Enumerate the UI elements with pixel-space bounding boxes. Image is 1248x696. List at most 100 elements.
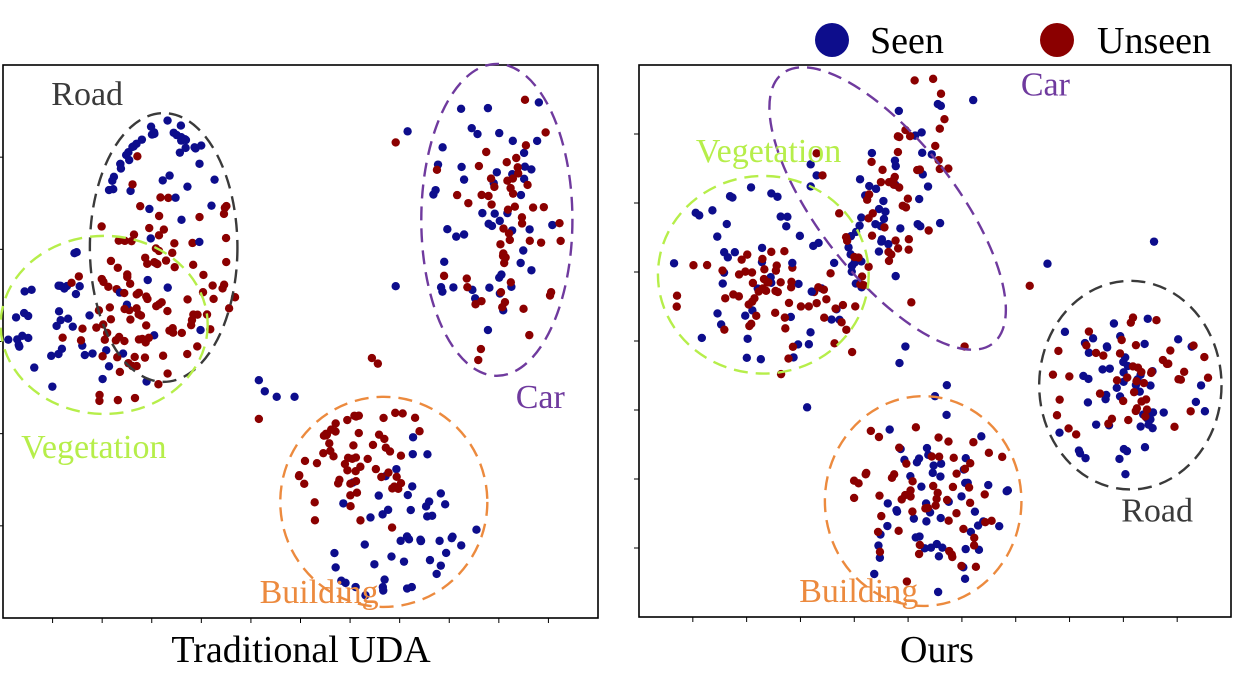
point-seen	[495, 216, 504, 226]
point-seen	[969, 95, 978, 105]
point-unseen	[887, 473, 897, 483]
point-unseen	[931, 501, 940, 510]
point-unseen	[97, 274, 106, 284]
point-seen	[942, 380, 952, 390]
point-unseen	[385, 447, 395, 456]
point-unseen	[874, 432, 884, 442]
point-seen	[809, 241, 818, 251]
point-unseen	[894, 443, 904, 452]
point-seen	[912, 458, 922, 467]
point-unseen	[884, 256, 894, 266]
point-unseen	[849, 493, 859, 503]
cluster-label-vegetation: Vegetation	[696, 133, 841, 170]
point-unseen	[747, 319, 756, 329]
point-unseen	[352, 488, 362, 497]
point-unseen	[520, 95, 530, 105]
point-unseen	[788, 342, 798, 352]
point-seen	[126, 186, 135, 196]
point-unseen	[812, 149, 821, 158]
point-seen	[881, 207, 890, 216]
point-seen	[922, 443, 932, 453]
point-unseen	[838, 300, 848, 310]
point-unseen	[368, 440, 378, 450]
point-unseen	[1166, 346, 1175, 355]
point-seen	[723, 253, 733, 262]
point-unseen	[254, 414, 264, 424]
point-seen	[722, 219, 731, 229]
point-unseen	[1118, 396, 1128, 406]
point-seen	[383, 505, 393, 515]
point-seen	[472, 525, 481, 534]
point-unseen	[851, 302, 860, 311]
point-unseen	[875, 547, 885, 557]
point-unseen	[935, 124, 944, 133]
point-seen	[403, 127, 412, 136]
point-unseen	[556, 236, 565, 246]
point-unseen	[127, 236, 136, 246]
point-unseen	[944, 164, 953, 173]
point-unseen	[1189, 341, 1198, 350]
point-unseen	[891, 236, 900, 245]
point-seen	[54, 307, 64, 316]
point-seen	[399, 557, 409, 566]
point-unseen	[367, 353, 377, 363]
point-unseen	[113, 395, 123, 405]
point-unseen	[168, 248, 177, 258]
point-seen	[916, 222, 925, 231]
point-unseen	[106, 315, 116, 324]
point-seen	[1002, 487, 1011, 496]
point-seen	[473, 129, 482, 139]
point-seen	[896, 224, 905, 233]
point-unseen	[767, 247, 776, 257]
point-unseen	[356, 516, 365, 525]
point-unseen	[1164, 359, 1173, 368]
point-unseen	[128, 180, 137, 189]
point-unseen	[462, 274, 471, 283]
point-seen	[452, 232, 461, 241]
point-seen	[933, 587, 943, 597]
point-seen	[492, 168, 502, 177]
point-unseen	[482, 147, 491, 157]
plot-frame	[2, 64, 599, 619]
point-seen	[957, 492, 966, 501]
point-unseen	[1200, 352, 1209, 362]
point-unseen	[157, 298, 166, 307]
point-seen	[1088, 334, 1098, 343]
point-unseen	[921, 504, 930, 513]
cluster-label-vegetation: Vegetation	[21, 429, 166, 466]
point-unseen	[363, 454, 372, 464]
point-unseen	[193, 342, 202, 351]
point-seen	[351, 582, 360, 592]
point-unseen	[822, 295, 831, 304]
point-unseen	[773, 287, 782, 297]
point-seen	[402, 532, 412, 541]
point-seen	[150, 129, 159, 139]
point-seen	[1140, 339, 1149, 349]
point-seen	[520, 162, 530, 171]
point-seen	[490, 209, 499, 218]
point-seen	[163, 283, 172, 292]
point-seen	[1060, 327, 1070, 337]
point-seen	[54, 281, 63, 290]
point-unseen	[786, 283, 796, 292]
point-unseen	[1025, 281, 1034, 290]
point-unseen	[310, 516, 320, 525]
point-seen	[425, 555, 435, 565]
point-unseen	[1128, 313, 1138, 322]
point-unseen	[415, 427, 424, 436]
point-unseen	[464, 198, 473, 208]
point-seen	[894, 106, 904, 116]
point-seen	[20, 287, 29, 296]
point-unseen	[924, 226, 933, 235]
point-seen	[1084, 348, 1094, 357]
point-unseen	[997, 452, 1007, 462]
point-seen	[391, 282, 400, 291]
point-unseen	[1082, 341, 1091, 350]
point-unseen	[398, 409, 407, 418]
cluster-label-road: Road	[1121, 492, 1193, 529]
point-seen	[929, 461, 938, 470]
point-unseen	[187, 315, 197, 325]
point-unseen	[498, 302, 507, 312]
point-unseen	[165, 326, 174, 335]
cluster-label-road: Road	[51, 76, 123, 113]
